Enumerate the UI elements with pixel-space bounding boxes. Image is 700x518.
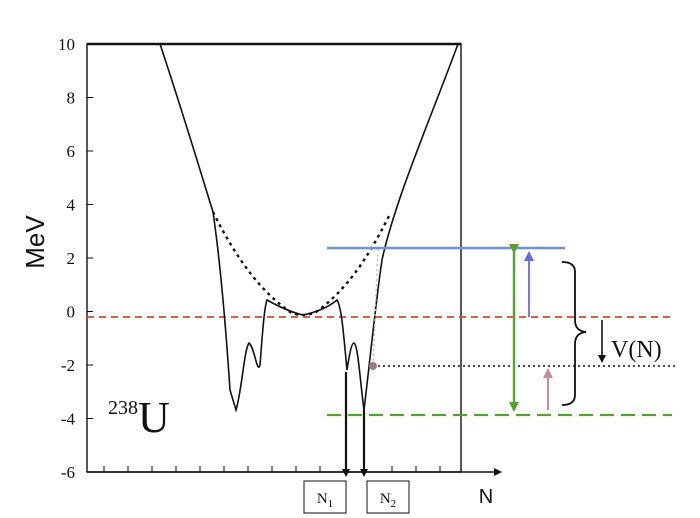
potential-label: V(N) xyxy=(611,337,662,363)
n2-label: N2 xyxy=(380,491,396,510)
y-tick-marks xyxy=(87,43,93,473)
smooth-potential-curve xyxy=(211,211,391,317)
y-tick-label: -6 xyxy=(61,463,75,482)
mid-level-dot xyxy=(369,362,377,370)
y-tick-label: 0 xyxy=(67,303,76,322)
curly-brace xyxy=(561,261,587,406)
n1-label: N1 xyxy=(317,491,333,510)
y-tick-label: -4 xyxy=(61,410,76,429)
y-tick-label: 2 xyxy=(67,249,76,268)
n2-box xyxy=(366,480,410,514)
isotope-label: 238U xyxy=(108,393,170,442)
y-tick-label: -2 xyxy=(61,356,75,375)
n1-box xyxy=(303,480,347,514)
y-axis-title: MeV xyxy=(20,215,50,269)
potential-curve xyxy=(159,43,459,413)
y-tick-label: 4 xyxy=(67,196,76,215)
x-minor-ticks xyxy=(103,466,441,472)
y-tick-label: 10 xyxy=(58,35,75,54)
y-tick-label: 6 xyxy=(67,142,76,161)
y-tick-label: 8 xyxy=(67,89,76,108)
x-axis-title: N xyxy=(479,486,493,508)
